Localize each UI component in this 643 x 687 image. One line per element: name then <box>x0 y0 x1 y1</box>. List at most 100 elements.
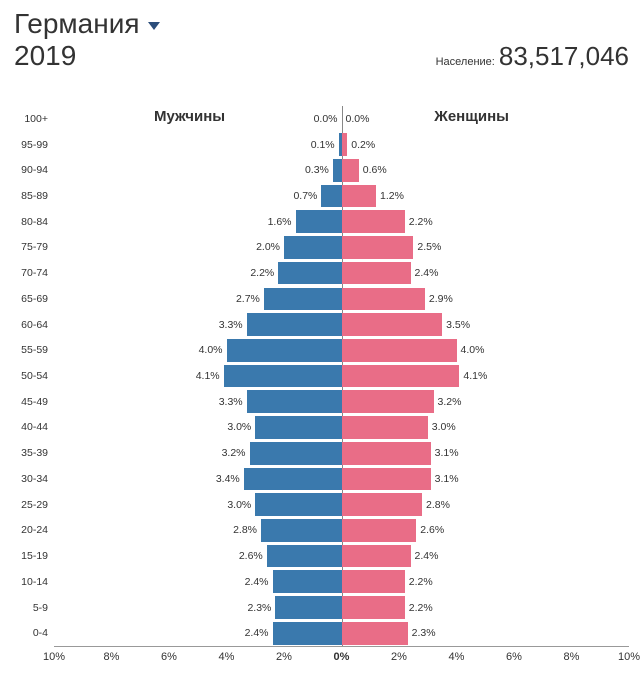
chevron-down-icon <box>148 22 160 30</box>
male-value: 2.7% <box>236 293 260 305</box>
population-pyramid-chart: Мужчины Женщины 100+0.0%0.0%95-990.1%0.2… <box>14 100 629 670</box>
female-value: 3.5% <box>446 319 470 331</box>
male-bar <box>247 390 342 413</box>
age-group-label: 15-19 <box>14 550 48 562</box>
male-value: 3.0% <box>227 421 251 433</box>
bar-row: 75-792.0%2.5% <box>54 235 629 261</box>
female-bar <box>342 442 431 465</box>
male-bar <box>296 210 342 233</box>
female-bar <box>342 365 460 388</box>
plot-area: 100+0.0%0.0%95-990.1%0.2%90-940.3%0.6%85… <box>54 106 629 646</box>
male-bar <box>224 365 342 388</box>
x-axis-tick: 8% <box>564 651 580 663</box>
female-bar <box>342 236 414 259</box>
age-group-label: 30-34 <box>14 473 48 485</box>
female-value: 3.2% <box>438 396 462 408</box>
female-bar <box>342 570 405 593</box>
female-bar <box>342 468 431 491</box>
bar-row: 50-544.1%4.1% <box>54 363 629 389</box>
bar-row: 5-92.3%2.2% <box>54 595 629 621</box>
bar-rows: 100+0.0%0.0%95-990.1%0.2%90-940.3%0.6%85… <box>54 106 629 646</box>
age-group-label: 80-84 <box>14 216 48 228</box>
male-bar <box>333 159 342 182</box>
female-value: 3.1% <box>435 473 459 485</box>
female-bar <box>342 493 423 516</box>
age-group-label: 20-24 <box>14 524 48 536</box>
female-value: 3.0% <box>432 421 456 433</box>
male-bar <box>273 570 342 593</box>
bar-row: 60-643.3%3.5% <box>54 312 629 338</box>
age-group-label: 0-4 <box>14 627 48 639</box>
female-value: 2.9% <box>429 293 453 305</box>
female-value: 4.1% <box>463 370 487 382</box>
male-value: 2.8% <box>233 524 257 536</box>
male-bar <box>267 545 342 568</box>
male-value: 0.1% <box>311 139 335 151</box>
male-value: 3.3% <box>219 319 243 331</box>
male-value: 3.0% <box>227 499 251 511</box>
male-value: 2.6% <box>239 550 263 562</box>
bar-row: 30-343.4%3.1% <box>54 466 629 492</box>
female-bar <box>342 339 457 362</box>
male-value: 3.4% <box>216 473 240 485</box>
x-axis-tick: 4% <box>219 651 235 663</box>
x-axis-tick: 0% <box>334 651 350 663</box>
bar-row: 25-293.0%2.8% <box>54 492 629 518</box>
bar-row: 15-192.6%2.4% <box>54 543 629 569</box>
bar-row: 80-841.6%2.2% <box>54 209 629 235</box>
population-label: Население: <box>436 56 495 68</box>
male-value: 2.2% <box>250 267 274 279</box>
bar-row: 95-990.1%0.2% <box>54 132 629 158</box>
male-bar <box>284 236 342 259</box>
female-bar <box>342 288 425 311</box>
male-value: 3.2% <box>222 447 246 459</box>
age-group-label: 60-64 <box>14 319 48 331</box>
year-population-row: 2019 Население: 83,517,046 <box>14 40 629 72</box>
male-bar <box>321 185 341 208</box>
country-selector[interactable]: Германия <box>14 8 629 40</box>
bar-row: 0-42.4%2.3% <box>54 620 629 646</box>
female-value: 3.1% <box>435 447 459 459</box>
female-bar <box>342 185 377 208</box>
female-value: 0.0% <box>346 113 370 125</box>
female-bar <box>342 622 408 645</box>
age-group-label: 75-79 <box>14 241 48 253</box>
age-group-label: 70-74 <box>14 267 48 279</box>
female-bar <box>342 596 405 619</box>
female-bar <box>342 390 434 413</box>
age-group-label: 45-49 <box>14 396 48 408</box>
female-bar <box>342 313 443 336</box>
x-axis-tick: 2% <box>276 651 292 663</box>
population: Население: 83,517,046 <box>436 41 629 72</box>
female-bar <box>342 159 359 182</box>
male-value: 0.0% <box>314 113 338 125</box>
female-value: 2.2% <box>409 216 433 228</box>
age-group-label: 35-39 <box>14 447 48 459</box>
male-bar <box>244 468 342 491</box>
male-value: 4.1% <box>196 370 220 382</box>
male-value: 0.3% <box>305 164 329 176</box>
female-bar <box>342 210 405 233</box>
female-value: 2.3% <box>412 627 436 639</box>
age-group-label: 100+ <box>14 113 48 125</box>
male-bar <box>261 519 342 542</box>
male-value: 2.0% <box>256 241 280 253</box>
age-group-label: 50-54 <box>14 370 48 382</box>
bar-row: 100+0.0%0.0% <box>54 106 629 132</box>
male-value: 2.4% <box>245 576 269 588</box>
male-bar <box>255 493 341 516</box>
male-bar <box>255 416 341 439</box>
bar-row: 45-493.3%3.2% <box>54 389 629 415</box>
age-group-label: 25-29 <box>14 499 48 511</box>
male-value: 1.6% <box>268 216 292 228</box>
male-bar <box>247 313 342 336</box>
male-bar <box>275 596 341 619</box>
male-bar <box>250 442 342 465</box>
male-value: 2.3% <box>247 602 271 614</box>
female-value: 4.0% <box>461 344 485 356</box>
bar-row: 10-142.4%2.2% <box>54 569 629 595</box>
male-bar <box>264 288 342 311</box>
female-value: 0.6% <box>363 164 387 176</box>
x-axis-tick: 10% <box>618 651 640 663</box>
x-axis-tick: 8% <box>104 651 120 663</box>
